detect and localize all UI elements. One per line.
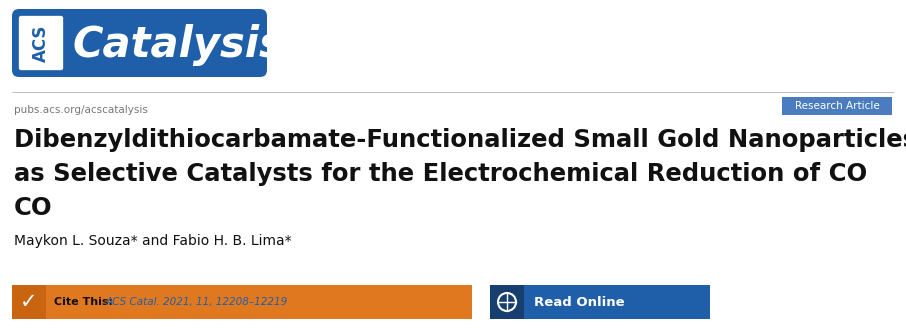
Text: Research Article: Research Article	[795, 101, 880, 111]
Text: Catalysis: Catalysis	[72, 24, 284, 66]
Text: Maykon L. Souza* and Fabio H. B. Lima*: Maykon L. Souza* and Fabio H. B. Lima*	[14, 234, 292, 248]
Bar	[490, 285, 710, 319]
Text: Dibenzyldithiocarbamate-Functionalized Small Gold Nanoparticles: Dibenzyldithiocarbamate-Functionalized S…	[14, 128, 906, 152]
FancyBboxPatch shape	[12, 9, 267, 77]
Text: as Selective Catalysts for the Electrochemical Reduction of CO: as Selective Catalysts for the Electroch…	[14, 162, 867, 186]
Bar	[12, 285, 472, 319]
Bar	[490, 285, 524, 319]
Bar	[12, 285, 46, 319]
Bar	[782, 97, 892, 115]
Text: pubs.acs.org/acscatalysis: pubs.acs.org/acscatalysis	[14, 105, 148, 115]
Text: Read Online: Read Online	[534, 296, 624, 308]
Text: ✓: ✓	[20, 292, 38, 312]
Text: ACS: ACS	[32, 24, 50, 62]
Text: ACS Catal. 2021, 11, 12208–12219: ACS Catal. 2021, 11, 12208–12219	[106, 297, 288, 307]
Text: Cite This:: Cite This:	[54, 297, 113, 307]
Text: CO: CO	[14, 196, 53, 220]
FancyBboxPatch shape	[18, 15, 64, 71]
